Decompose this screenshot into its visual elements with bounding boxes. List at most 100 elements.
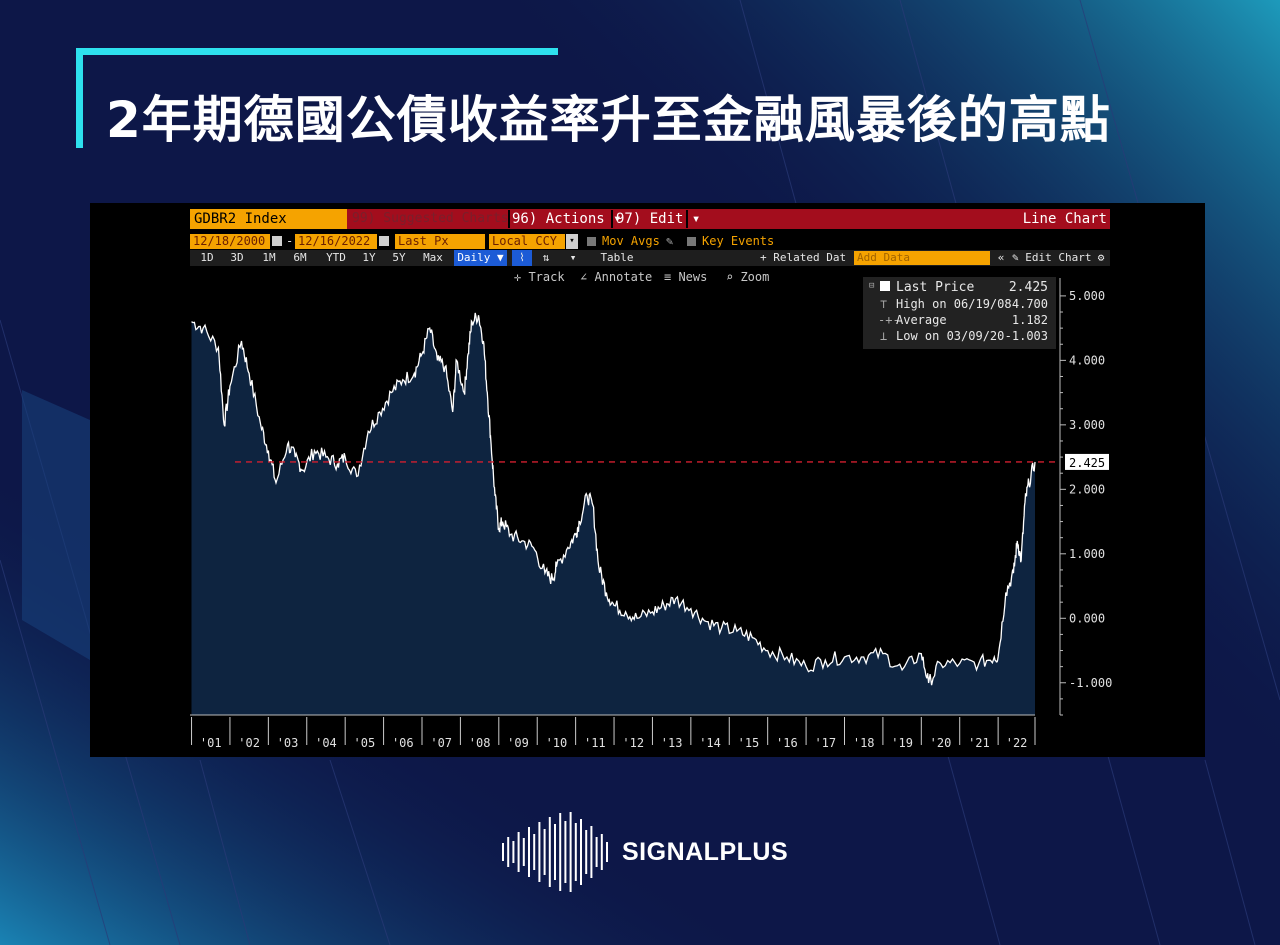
zoom-tool[interactable]: ⌕ Zoom <box>726 269 769 285</box>
logo-wave-bar <box>564 821 567 883</box>
legend-high-value: 4.700 <box>1011 297 1048 311</box>
logo-wave-bar <box>502 843 504 861</box>
logo-wave-bar <box>574 823 577 881</box>
x-tick-label: '16 <box>776 736 798 750</box>
mov-avgs-label[interactable]: Mov Avgs <box>602 234 660 248</box>
legend-last-label: Last Price <box>896 280 975 295</box>
table-button[interactable]: Table <box>600 251 634 264</box>
logo-wave-bar <box>580 819 582 885</box>
currency-selector[interactable]: Local CCY <box>489 234 565 249</box>
y-tick-label: 4.000 <box>1069 353 1105 367</box>
news-tool[interactable]: ≡ News <box>664 269 707 285</box>
legend-average-value: 1.182 <box>1011 313 1048 327</box>
range-5y[interactable]: 5Y <box>392 251 406 264</box>
y-tick-label: 0.000 <box>1069 611 1105 625</box>
x-tick-label: '13 <box>661 736 683 750</box>
y-tick-label: 2.000 <box>1069 482 1105 496</box>
frequency-selector[interactable]: Daily ▼ <box>454 250 507 266</box>
x-tick-label: '01 <box>200 736 222 750</box>
x-tick-label: '07 <box>430 736 452 750</box>
x-tick-label: '21 <box>968 736 990 750</box>
track-tool[interactable]: ✛ Track <box>514 269 565 285</box>
x-tick-label: '14 <box>699 736 721 750</box>
legend-average-label: Average <box>896 313 947 327</box>
x-tick-label: '05 <box>354 736 376 750</box>
last-price-tag: 2.425 <box>1069 456 1105 470</box>
soundwave-logo-icon <box>502 812 608 892</box>
pencil-icon[interactable]: ✎ <box>666 234 674 248</box>
edit-menu[interactable]: 97) Edit ▾ <box>616 211 701 227</box>
logo-wave-bar <box>548 817 551 887</box>
actions-menu[interactable]: 96) Actions ▾ <box>512 211 622 227</box>
y-tick-label: -1.000 <box>1069 676 1112 690</box>
bar-style-icon[interactable]: ⇅ <box>542 251 550 264</box>
chart-legend: ⊟ Last Price 2.425 ⊤ High on 06/19/08 4.… <box>863 277 1056 349</box>
range-1m[interactable]: 1M <box>262 251 276 264</box>
x-tick-label: '20 <box>930 736 952 750</box>
logo-wave-bar <box>512 841 515 863</box>
key-events-label[interactable]: Key Events <box>702 234 775 248</box>
zoom-icon: ⌕ <box>726 270 741 284</box>
legend-swatch <box>880 281 890 291</box>
x-tick-label: '15 <box>738 736 760 750</box>
logo-wave-bar <box>554 824 556 880</box>
related-data-button[interactable]: + Related Dat <box>760 251 847 264</box>
x-tick-label: '08 <box>469 736 491 750</box>
logo-wave-bar <box>595 837 598 867</box>
x-tick-label: '22 <box>1006 736 1028 750</box>
line-chart-icon[interactable]: ⌇ <box>512 250 532 266</box>
legend-collapse-icon[interactable]: ⊟ <box>869 281 875 291</box>
chevron-down-icon[interactable]: ▾ <box>566 234 578 249</box>
start-date-field[interactable]: 12/18/2000 <box>190 234 270 249</box>
logo-wave-bar <box>559 813 562 891</box>
end-date-field[interactable]: 12/16/2022 <box>295 234 377 249</box>
logo-wave-bar <box>600 834 603 870</box>
calendar-icon[interactable] <box>272 236 282 246</box>
brand-name: SIGNALPLUS <box>622 838 789 866</box>
series-area-fill <box>191 312 1035 715</box>
x-tick-label: '12 <box>622 736 644 750</box>
range-max[interactable]: Max <box>423 251 443 264</box>
mov-avgs-checkbox[interactable] <box>587 237 596 246</box>
signalplus-logo: SIGNALPLUS <box>498 812 808 892</box>
x-tick-label: '03 <box>277 736 299 750</box>
logo-wave-bar <box>543 829 546 875</box>
last-price-tag-box <box>1065 453 1109 470</box>
page-title: 2年期德國公債收益率升至金融風暴後的高點 <box>106 91 1111 149</box>
yield-chart[interactable]: 2.425 5.000 4.000 3.000 2.000 1.000 0.000 -1.00… <box>90 203 1205 757</box>
date-range-dash: - <box>286 234 294 248</box>
range-ytd[interactable]: YTD <box>326 251 346 264</box>
zoom-label: Zoom <box>740 270 770 284</box>
collapse-icon[interactable]: « <box>997 251 1005 264</box>
key-events-checkbox[interactable] <box>687 237 696 246</box>
range-3d[interactable]: 3D <box>230 251 244 264</box>
x-tick-label: '10 <box>546 736 568 750</box>
ticker-field[interactable]: GDBR2 Index <box>190 209 347 229</box>
add-data-input[interactable]: Add Data <box>854 251 990 265</box>
legend-low-value: -1.003 <box>1004 329 1048 343</box>
x-tick-label: '17 <box>814 736 836 750</box>
bloomberg-terminal-window: GDBR2 Index 99) Suggested Charts 96) Act… <box>90 203 1205 757</box>
logo-wave-bar <box>522 838 525 866</box>
suggested-charts-button[interactable]: 99) Suggested Charts <box>352 211 509 226</box>
annotate-label: Annotate <box>594 270 653 284</box>
track-label: Track <box>528 270 565 284</box>
crosshair-icon: ✛ <box>514 270 529 284</box>
chart-type-label[interactable]: Line Chart <box>1022 211 1107 227</box>
range-1y[interactable]: 1Y <box>362 251 376 264</box>
range-1d[interactable]: 1D <box>200 251 214 264</box>
news-label: News <box>678 270 708 284</box>
chevron-down-icon[interactable]: ▾ <box>569 251 577 264</box>
gear-icon[interactable]: ⚙ <box>1097 251 1105 264</box>
y-tick-label: 1.000 <box>1069 547 1105 561</box>
range-6m[interactable]: 6M <box>293 251 307 264</box>
calendar-icon[interactable] <box>379 236 389 246</box>
annotate-icon: ∠ <box>580 270 595 284</box>
title-accent-vertical <box>76 48 83 148</box>
edit-chart-button[interactable]: ✎ Edit Chart <box>1012 251 1092 264</box>
title-accent-horizontal <box>78 48 558 55</box>
field-selector[interactable]: Last Px <box>395 234 485 249</box>
logo-wave-bar <box>590 826 593 878</box>
series-line-last-price <box>191 312 1036 686</box>
annotate-tool[interactable]: ∠ Annotate <box>580 269 652 285</box>
